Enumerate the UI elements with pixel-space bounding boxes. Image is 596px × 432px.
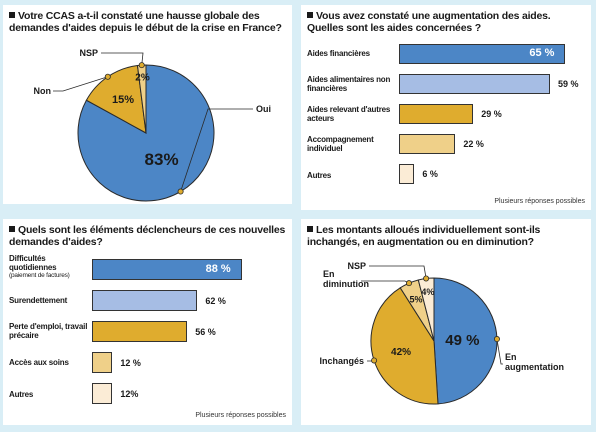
pie-chart-1: 83% Oui 15% Non 2% NSP (34, 48, 271, 202)
bar-label-text: Autres (307, 171, 332, 180)
pie-label-non: Non (34, 86, 52, 96)
pie-value-nsp: 4% (421, 287, 434, 297)
bar-aides-financieres (399, 44, 566, 64)
bar-accompagnement-individuel (399, 134, 456, 154)
pie-value-en-diminution: 5% (409, 294, 422, 304)
leader-line (180, 108, 253, 192)
leader-dot (493, 336, 500, 343)
bar-label-aides-relevant-d-autres-acteurs: Aides relevant d'autres acteurs (307, 105, 396, 123)
bar-label-aides-financieres: Aides financières (307, 49, 396, 58)
leader-dot (371, 357, 378, 364)
pie-value-nsp: 2% (135, 73, 150, 84)
panel-ccas-hausse: Votre CCAS a-t-il constaté une hausse gl… (3, 5, 292, 204)
bar-label-text: Aides financières (307, 49, 370, 58)
bar-label-text: Accompagnement individuel (307, 135, 374, 153)
pie-value-oui: 83% (145, 150, 179, 169)
bar-label-autres: Autres (307, 171, 396, 180)
bar-surendettement (92, 290, 198, 311)
leader-line (53, 76, 108, 92)
bar-label-difficultes-quotidiennes: Difficultés quotidiennes (paiement de fac… (9, 254, 89, 279)
bar-value-aides-relevant-d-autres-acteurs: 29 % (481, 109, 502, 119)
bar-label-text: Aides relevant d'autres acteurs (307, 105, 391, 123)
bar-perte-d-emploi-travail-precaire (92, 321, 188, 342)
bar-label-text: Surendettement (9, 296, 68, 305)
bar-label-perte-d-emploi-travail-precaire: Perte d'emploi, travail précaire (9, 322, 89, 340)
panel-montants-alloues: Les montants alloués individuellement so… (301, 219, 591, 425)
bar-aides-alimentaires-non-financieres (399, 74, 551, 94)
bar-value-accompagnement-individuel: 22 % (463, 139, 484, 149)
chart-title: Quels sont les éléments déclencheurs de … (9, 224, 287, 248)
chart-title: Votre CCAS a-t-il constaté une hausse gl… (9, 10, 287, 34)
pie-label-en-augmentation: En (505, 352, 517, 362)
leader-dot (423, 275, 430, 282)
bar-value-aides-financieres: 65 % (529, 47, 555, 59)
panel-elements-declencheurs: Quels sont les éléments déclencheurs de … (3, 219, 292, 425)
bar-value-acces-aux-soins: 12 % (120, 357, 141, 368)
chart-title-text: Vous avez constaté une augmentation des … (307, 10, 551, 34)
bar-value-perte-d-emploi-travail-precaire: 56 % (195, 326, 216, 337)
bullet-square-icon (9, 226, 15, 232)
bullet-square-icon (307, 12, 313, 18)
pie-label-en-augmentation: augmentation (505, 362, 564, 372)
pie-label-nsp: NSP (347, 261, 366, 271)
bar-label-surendettement: Surendettement (9, 296, 89, 305)
chart-title-text: Votre CCAS a-t-il constaté une hausse gl… (9, 10, 282, 34)
bar-acces-aux-soins (92, 352, 113, 373)
leader-dot (138, 62, 145, 69)
bar-difficultes-quotidiennes (92, 259, 242, 280)
footnote: Plusieurs réponses possibles (494, 198, 585, 205)
bar-value-autres: 6 % (422, 169, 438, 179)
pie-label-en-diminution: En (323, 269, 335, 279)
bar-value-aides-alimentaires-non-financieres: 59 % (558, 79, 579, 89)
pie-label-inchanges: Inchangés (319, 356, 364, 366)
leader-dot (104, 73, 111, 80)
chart-title: Vous avez constaté une augmentation des … (307, 10, 585, 34)
bar-autres (92, 383, 113, 404)
pie-label-nsp: NSP (79, 48, 98, 58)
panel-aides-concernees: Vous avez constaté une augmentation des … (301, 5, 591, 210)
pie-label-en-diminution: diminution (323, 279, 369, 289)
bar-label-text: Accès aux soins (9, 358, 69, 367)
bar-value-surendettement: 62 % (205, 295, 226, 306)
bar-label-acces-aux-soins: Accès aux soins (9, 358, 89, 367)
leader-dot (405, 280, 412, 287)
bar-label-aides-alimentaires-non-financieres: Aides alimentaires non financières (307, 75, 396, 93)
pie-chart-4: 49 %Enaugmentation42%Inchangés5%Endiminu… (319, 261, 564, 405)
bar-value-difficultes-quotidiennes: 88 % (205, 262, 231, 275)
bar-value-autres: 12% (120, 388, 139, 399)
bar-aides-relevant-d-autres-acteurs (399, 104, 474, 124)
bar-label-text: Perte d'emploi, travail précaire (9, 322, 88, 340)
bar-label-text: Aides alimentaires non financières (307, 75, 391, 93)
bullet-square-icon (307, 226, 313, 232)
footnote: Plusieurs réponses possibles (195, 412, 286, 419)
chart-title-text: Quels sont les éléments déclencheurs de … (9, 224, 286, 248)
bar-label-text: Autres (9, 390, 34, 399)
chart-title: Les montants alloués individuellement so… (307, 224, 585, 248)
bar-label-autres: Autres (9, 390, 89, 399)
pie-value-non: 15% (112, 94, 134, 106)
bar-sublabel: (paiement de factures) (9, 272, 70, 279)
bullet-square-icon (9, 12, 15, 18)
bar-label-text: Difficultés quotidiennes (9, 254, 57, 272)
bar-label-accompagnement-individuel: Accompagnement individuel (307, 135, 396, 153)
leader-line (369, 265, 427, 279)
pie-value-en-augmentation: 49 % (445, 332, 479, 349)
leader-line (101, 52, 144, 66)
bar-autres (399, 164, 415, 184)
leader-dot (177, 188, 184, 195)
pie-label-oui: Oui (256, 104, 271, 114)
leader-line (496, 338, 503, 365)
pie-value-inchanges: 42% (391, 347, 411, 358)
chart-title-text: Les montants alloués individuellement so… (307, 224, 541, 248)
